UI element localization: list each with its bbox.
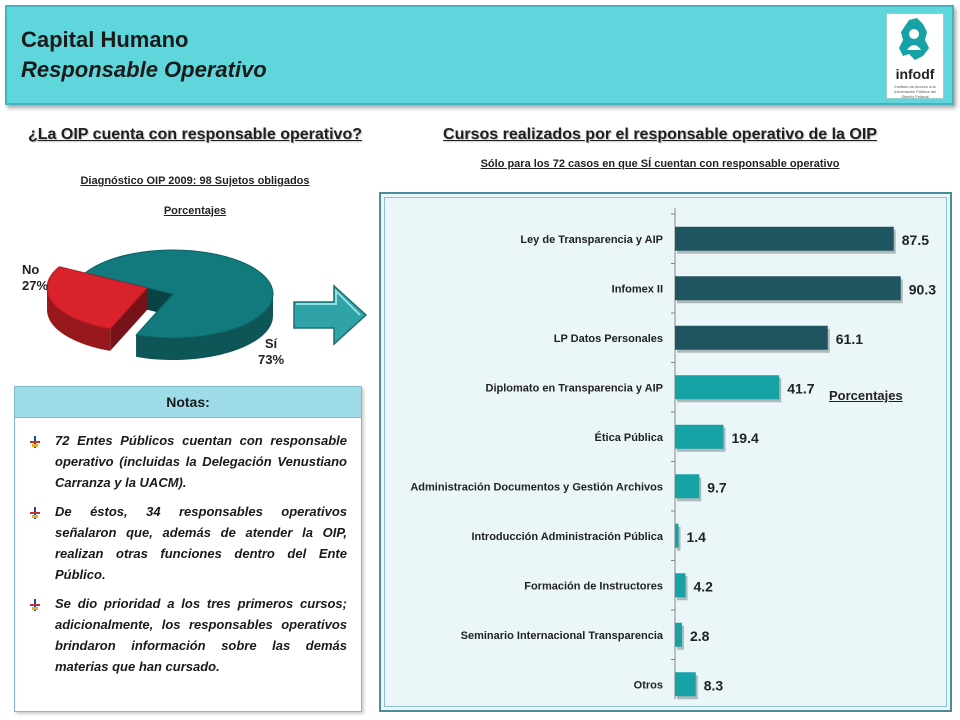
pie-chart [46, 249, 274, 360]
bar-value-label: 1.4 [687, 529, 707, 545]
pie-slice-si-side [136, 294, 273, 360]
district-map-icon [899, 18, 929, 60]
bar-category-label: Administración Documentos y Gestión Arch… [410, 481, 663, 493]
notes-item-text: Se dio prioridad a los tres primeros cur… [55, 596, 347, 674]
bar-value-label: 41.7 [787, 380, 814, 396]
pie-label-si: Sí 73% [258, 336, 284, 368]
pie-chart-units: Porcentajes [163, 205, 227, 217]
pie-slice-si-top [84, 249, 274, 339]
bar-category-label: Seminario Internacional Transparencia [461, 630, 664, 642]
pie-label-si-value: 73% [258, 352, 285, 367]
bar-chart-frame [384, 197, 947, 707]
notes-item: De éstos, 34 responsables operativos señ… [29, 501, 347, 585]
bullet-icon [30, 436, 40, 448]
bar-chart-units: Porcentajes [829, 388, 903, 403]
bar [675, 523, 679, 548]
bar-category-label: Ética Pública [595, 431, 664, 444]
pie-slice-no-side [47, 288, 111, 351]
bar-value-label: 4.2 [694, 578, 714, 594]
notes-header: Notas: [15, 387, 361, 418]
bar [675, 276, 901, 301]
bar-value-label: 8.3 [704, 677, 724, 693]
bar-category-label: Infomex II [612, 283, 663, 295]
bar-value-label: 87.5 [902, 232, 929, 248]
bar-category-label: Ley de Transparencia y AIP [520, 234, 663, 246]
bar-category-label: Introducción Administración Pública [471, 531, 663, 543]
bar-value-label: 90.3 [909, 281, 936, 297]
bar-chart-title: Cursos realizados por el responsable ope… [443, 126, 877, 143]
bar [675, 424, 724, 449]
pie-chart-title: ¿La OIP cuenta con responsable operativo… [27, 126, 362, 143]
logo-text: infodf [895, 66, 935, 82]
bar-value-label: 2.8 [690, 628, 710, 644]
bar-value-label: 61.1 [836, 331, 863, 347]
bullet-icon [30, 507, 40, 519]
bar-value-label: 19.4 [732, 430, 759, 446]
pie-label-no-value: 27% [22, 278, 49, 293]
logo-tagline: Instituto de Acceso a la Información Púb… [894, 84, 936, 99]
bar-chart: Ley de Transparencia y AIP 87.5 Infomex II… [410, 208, 936, 700]
page-subtitle: Responsable Operativo [21, 57, 267, 82]
bar-chart-subtitle: Sólo para los 72 casos en que SÍ cuentan… [480, 158, 840, 170]
pie-chart-subtitle: Diagnóstico OIP 2009: 98 Sujetos obligad… [80, 175, 310, 187]
pie-slice-no-top [46, 266, 148, 330]
notes-list: 72 Entes Públicos cuentan con responsabl… [15, 418, 361, 677]
notes-item: Se dio prioridad a los tres primeros cur… [29, 593, 347, 677]
bar [675, 375, 780, 400]
bar-value-label: 9.7 [707, 479, 727, 495]
right-arrow-icon [293, 284, 368, 346]
notes-item-text: 72 Entes Públicos cuentan con responsabl… [55, 433, 347, 490]
header-banner: Capital Humano Responsable Operativo inf… [5, 5, 954, 105]
bar-chart-panel: Ley de Transparencia y AIP 87.5 Infomex II… [379, 192, 952, 712]
notes-box: Notas: 72 Entes Públicos cuentan con res… [14, 386, 362, 712]
pie-label-si-name: Sí [264, 336, 278, 351]
pie-label-no: No 27% [22, 262, 48, 294]
pie-slice-no [46, 266, 148, 351]
bar [675, 474, 700, 499]
bullet-icon [30, 599, 40, 611]
bar [675, 226, 894, 251]
pie-label-no-name: No [22, 262, 40, 277]
bar [675, 672, 696, 697]
bar-category-label: LP Datos Personales [554, 333, 663, 345]
bar [675, 573, 686, 598]
bar-category-label: Formación de Instructores [524, 580, 663, 592]
bar [675, 325, 828, 350]
notes-item-text: De éstos, 34 responsables operativos señ… [55, 504, 347, 582]
bar-category-label: Otros [634, 679, 663, 691]
bar-category-label: Diplomato en Transparencia y AIP [486, 382, 663, 394]
bar [675, 622, 682, 647]
infodf-logo: infodf Instituto de Acceso a la Informac… [886, 13, 944, 99]
bar-shadow [677, 526, 681, 551]
page-title: Capital Humano [21, 27, 189, 52]
notes-item: 72 Entes Públicos cuentan con responsabl… [29, 430, 347, 493]
